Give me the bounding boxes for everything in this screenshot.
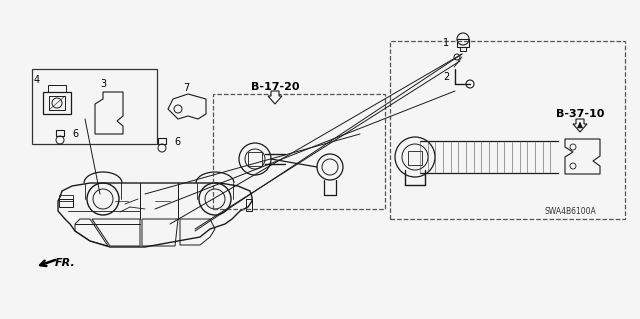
Text: 6: 6	[174, 137, 180, 147]
Bar	[48, 85, 66, 92]
Bar	[56, 130, 64, 136]
Text: B-37-10: B-37-10	[556, 109, 604, 119]
Bar	[457, 39, 469, 47]
Text: 3: 3	[100, 79, 106, 89]
Bar	[59, 199, 73, 207]
Text: 4: 4	[34, 75, 40, 85]
Bar	[408, 151, 422, 165]
Bar	[43, 92, 71, 114]
Polygon shape	[268, 91, 282, 104]
Text: B-17-20: B-17-20	[251, 82, 300, 92]
Bar	[158, 138, 166, 144]
Text: FR.: FR.	[55, 258, 76, 268]
Bar	[390, 41, 625, 219]
Text: 6: 6	[72, 129, 78, 139]
Bar	[246, 199, 252, 211]
Bar	[59, 195, 73, 201]
Bar	[213, 94, 385, 209]
Text: 7: 7	[183, 83, 189, 93]
Text: SWA4B6100A: SWA4B6100A	[544, 206, 596, 216]
Bar	[49, 96, 65, 110]
Polygon shape	[573, 119, 587, 132]
Bar	[460, 47, 466, 51]
Bar	[32, 69, 157, 144]
Text: 2: 2	[443, 72, 449, 82]
Text: 1: 1	[443, 38, 449, 48]
Bar	[248, 152, 262, 166]
